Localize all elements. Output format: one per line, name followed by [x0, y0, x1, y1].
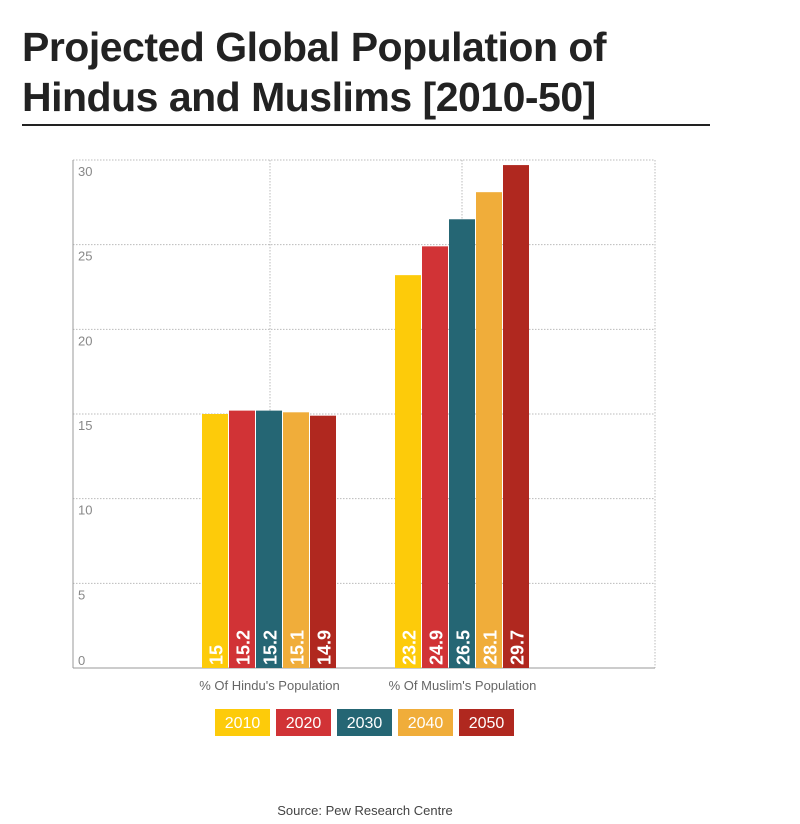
bar-2010-0: [202, 414, 228, 668]
data-label: 26.5: [454, 630, 474, 665]
y-tick-label: 15: [78, 418, 92, 433]
y-tick-label: 25: [78, 249, 92, 264]
bar-2030-0: [256, 410, 282, 668]
y-tick-label: 5: [78, 587, 85, 602]
bar-2050-1: [503, 165, 529, 668]
data-label: 15.2: [261, 630, 281, 665]
bar-2040-0: [283, 412, 309, 668]
chart-title: Projected Global Population of Hindus an…: [22, 22, 710, 126]
data-label: 15.1: [288, 630, 308, 665]
legend-item-2010: 2010: [215, 709, 270, 736]
legend-label: 2050: [469, 715, 505, 732]
legend-label: 2010: [225, 715, 261, 732]
bar-2050-0: [310, 415, 336, 668]
legend-item-2040: 2040: [398, 709, 453, 736]
data-label: 29.7: [508, 630, 528, 665]
legend-swatch: [459, 709, 514, 736]
y-tick-label: 30: [78, 164, 92, 179]
legend-swatch: [215, 709, 270, 736]
data-label: 15: [207, 645, 227, 665]
data-label: 23.2: [400, 630, 420, 665]
data-label: 15.2: [234, 630, 254, 665]
y-tick-label: 10: [78, 503, 92, 518]
y-tick-label: 0: [78, 653, 85, 668]
bar-2010-1: [395, 275, 421, 668]
data-label: 28.1: [481, 630, 501, 665]
y-tick-label: 20: [78, 333, 92, 348]
legend-label: 2030: [347, 715, 383, 732]
bar-2040-1: [476, 192, 502, 668]
x-category-label: % Of Hindu's Population: [199, 678, 340, 693]
legend-item-2020: 2020: [276, 709, 331, 736]
bar-chart: 0 5 10 15 20 25 30 15 15.2 15.2 15.1 14.9 % Of Hindu…: [72, 159, 656, 736]
legend-item-2050: 2050: [459, 709, 514, 736]
data-label: 14.9: [315, 630, 335, 665]
legend-swatch: [337, 709, 392, 736]
legend-label: 2040: [408, 715, 444, 732]
legend-label: 2020: [286, 715, 322, 732]
data-label: 24.9: [427, 630, 447, 665]
x-category-label: % Of Muslim's Population: [389, 678, 537, 693]
legend-swatch: [276, 709, 331, 736]
legend-swatch: [398, 709, 453, 736]
bar-2030-1: [449, 219, 475, 668]
legend-item-2030: 2030: [337, 709, 392, 736]
bar-2020-0: [229, 410, 255, 668]
source-note: Source: Pew Research Centre: [277, 803, 453, 818]
bar-2020-1: [422, 246, 448, 669]
